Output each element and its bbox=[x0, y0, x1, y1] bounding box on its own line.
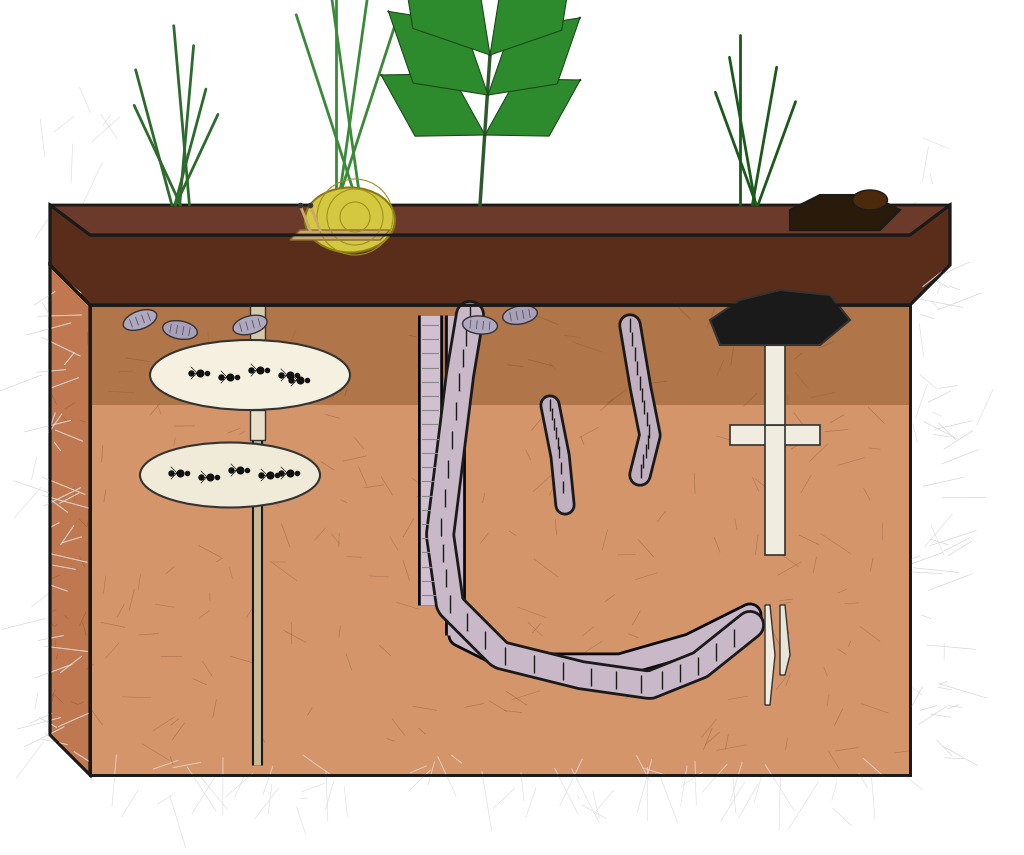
Ellipse shape bbox=[853, 190, 888, 210]
Polygon shape bbox=[765, 425, 785, 555]
Polygon shape bbox=[488, 18, 580, 95]
Ellipse shape bbox=[150, 340, 350, 410]
Polygon shape bbox=[765, 345, 785, 425]
Ellipse shape bbox=[163, 321, 198, 339]
Polygon shape bbox=[50, 205, 950, 235]
Polygon shape bbox=[765, 605, 775, 705]
Polygon shape bbox=[388, 11, 488, 95]
Polygon shape bbox=[790, 195, 900, 230]
Polygon shape bbox=[381, 74, 485, 136]
Ellipse shape bbox=[503, 305, 538, 324]
Ellipse shape bbox=[305, 187, 395, 252]
Polygon shape bbox=[730, 425, 820, 445]
Polygon shape bbox=[50, 265, 90, 775]
Ellipse shape bbox=[123, 310, 157, 330]
Polygon shape bbox=[490, 0, 573, 55]
Polygon shape bbox=[50, 205, 950, 305]
Polygon shape bbox=[400, 0, 490, 55]
Polygon shape bbox=[290, 230, 390, 240]
Polygon shape bbox=[710, 290, 850, 345]
Polygon shape bbox=[485, 79, 581, 136]
Polygon shape bbox=[250, 305, 265, 340]
Polygon shape bbox=[90, 305, 910, 775]
Polygon shape bbox=[250, 410, 265, 440]
Polygon shape bbox=[780, 605, 790, 675]
Polygon shape bbox=[90, 305, 910, 405]
Ellipse shape bbox=[140, 443, 319, 508]
Ellipse shape bbox=[463, 315, 498, 334]
Ellipse shape bbox=[232, 315, 267, 335]
